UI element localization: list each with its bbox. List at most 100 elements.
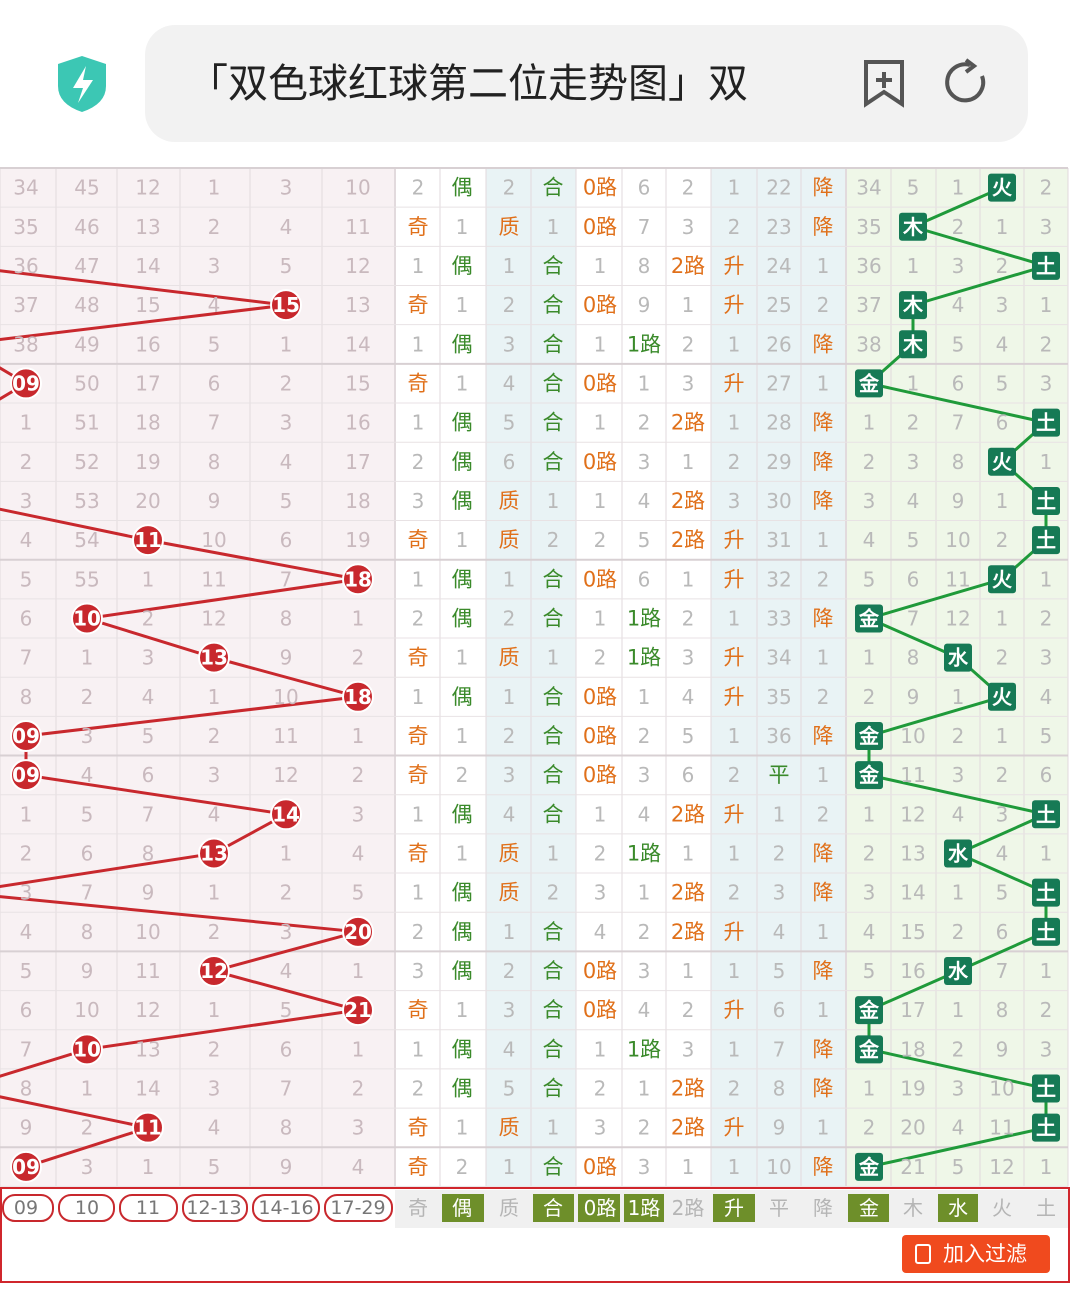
filter-label[interactable]: 12-13: [186, 1197, 241, 1219]
miss-count: 5: [20, 959, 33, 983]
miss-count: 34: [766, 646, 791, 670]
attribute-label: 升: [724, 1116, 745, 1140]
miss-count: 4: [352, 1155, 365, 1179]
filter-label[interactable]: 火: [992, 1196, 1012, 1220]
attribute-label: 合: [543, 959, 564, 983]
miss-count: 1: [352, 606, 365, 630]
miss-count: 4: [952, 802, 965, 826]
miss-count: 28: [766, 411, 791, 435]
miss-count: 10: [74, 998, 99, 1022]
element-label: 土: [1036, 489, 1056, 513]
element-badge: [1032, 878, 1060, 907]
element-badge: [855, 369, 883, 398]
filter-label[interactable]: 木: [903, 1196, 923, 1220]
filter-label[interactable]: 升: [724, 1196, 744, 1220]
miss-count: 20: [900, 1116, 925, 1140]
miss-count: 1: [1040, 1155, 1053, 1179]
attribute-label: 合: [543, 763, 564, 787]
filter-label[interactable]: 11: [136, 1197, 160, 1219]
element-label: 金: [858, 1155, 880, 1179]
miss-count: 11: [345, 215, 370, 239]
filter-label[interactable]: 14-16: [258, 1197, 313, 1219]
filter-label[interactable]: 合: [543, 1196, 563, 1220]
element-badge: [1032, 486, 1060, 515]
filter-label[interactable]: 平: [769, 1196, 789, 1220]
miss-count: 3: [952, 763, 965, 787]
button-label[interactable]: 加入过滤: [943, 1242, 1027, 1266]
filter-label[interactable]: 0路: [584, 1196, 617, 1220]
element-badge: [899, 212, 927, 241]
attribute-label: 0路: [583, 724, 617, 748]
element-label: 土: [1036, 1076, 1056, 1100]
filter-label[interactable]: 10: [75, 1197, 99, 1219]
miss-count: 2: [952, 724, 965, 748]
filter-label[interactable]: 偶: [452, 1196, 472, 1220]
attribute-label: 0路: [583, 215, 617, 239]
miss-count: 7: [81, 881, 94, 905]
miss-count: 2: [547, 528, 560, 552]
attribute-label: 0路: [583, 685, 617, 709]
miss-count: 1: [1040, 293, 1053, 317]
element-badge: [855, 1035, 883, 1064]
attribute-label: 合: [543, 254, 564, 278]
filter-label[interactable]: 17-29: [330, 1197, 385, 1219]
miss-count: 8: [20, 1076, 33, 1100]
miss-count: 1: [352, 724, 365, 748]
miss-count: 4: [142, 685, 155, 709]
miss-count: 3: [280, 920, 293, 944]
miss-count: 4: [1040, 685, 1053, 709]
miss-count: 5: [1040, 724, 1053, 748]
filter-label[interactable]: 2路: [672, 1196, 705, 1220]
miss-count: 3: [352, 802, 365, 826]
miss-count: 5: [907, 176, 920, 200]
miss-count: 3: [907, 450, 920, 474]
miss-count: 1: [594, 606, 607, 630]
miss-count: 4: [81, 763, 94, 787]
miss-count: 2: [863, 1116, 876, 1140]
filter-label[interactable]: 1路: [628, 1196, 661, 1220]
miss-count: 1: [682, 1155, 695, 1179]
filter-label[interactable]: 质: [499, 1196, 519, 1220]
miss-count: 5: [352, 881, 365, 905]
miss-count: 7: [996, 959, 1009, 983]
miss-count: 3: [682, 215, 695, 239]
attribute-label: 偶: [452, 450, 473, 474]
element-badge: [944, 643, 972, 672]
miss-count: 35: [13, 215, 38, 239]
miss-count: 2: [594, 1076, 607, 1100]
filter-label[interactable]: 降: [813, 1196, 833, 1220]
filter-label[interactable]: 金: [859, 1196, 879, 1220]
attribute-label: 质: [499, 489, 520, 513]
element-badge: [855, 996, 883, 1025]
attribute-label: 2路: [671, 411, 705, 435]
miss-count: 2: [773, 841, 786, 865]
miss-count: 2: [142, 606, 155, 630]
miss-count: 3: [412, 489, 425, 513]
miss-count: 9: [208, 489, 221, 513]
filter-label[interactable]: 水: [948, 1196, 968, 1220]
miss-count: 4: [773, 920, 786, 944]
filter-label[interactable]: 09: [14, 1197, 38, 1219]
miss-count: 36: [766, 724, 791, 748]
refresh-icon[interactable]: [945, 58, 986, 103]
filter-label[interactable]: 土: [1036, 1196, 1056, 1220]
miss-count: 3: [594, 1116, 607, 1140]
miss-count: 3: [280, 176, 293, 200]
bookmark-icon[interactable]: [864, 60, 904, 108]
miss-count: 22: [766, 176, 791, 200]
filter-button[interactable]: [902, 1235, 1050, 1273]
miss-count: 1: [863, 646, 876, 670]
miss-count: 1: [142, 1155, 155, 1179]
element-label: 火: [992, 176, 1013, 200]
miss-count: 1: [208, 881, 221, 905]
miss-count: 6: [20, 998, 33, 1022]
miss-count: 13: [900, 841, 925, 865]
number-ball: [342, 994, 374, 1027]
miss-count: 1: [547, 1116, 560, 1140]
attribute-label: 1路: [627, 332, 661, 356]
miss-count: 10: [201, 528, 226, 552]
miss-count: 1: [638, 685, 651, 709]
filter-label[interactable]: 奇: [408, 1196, 428, 1220]
miss-count: 12: [900, 802, 925, 826]
